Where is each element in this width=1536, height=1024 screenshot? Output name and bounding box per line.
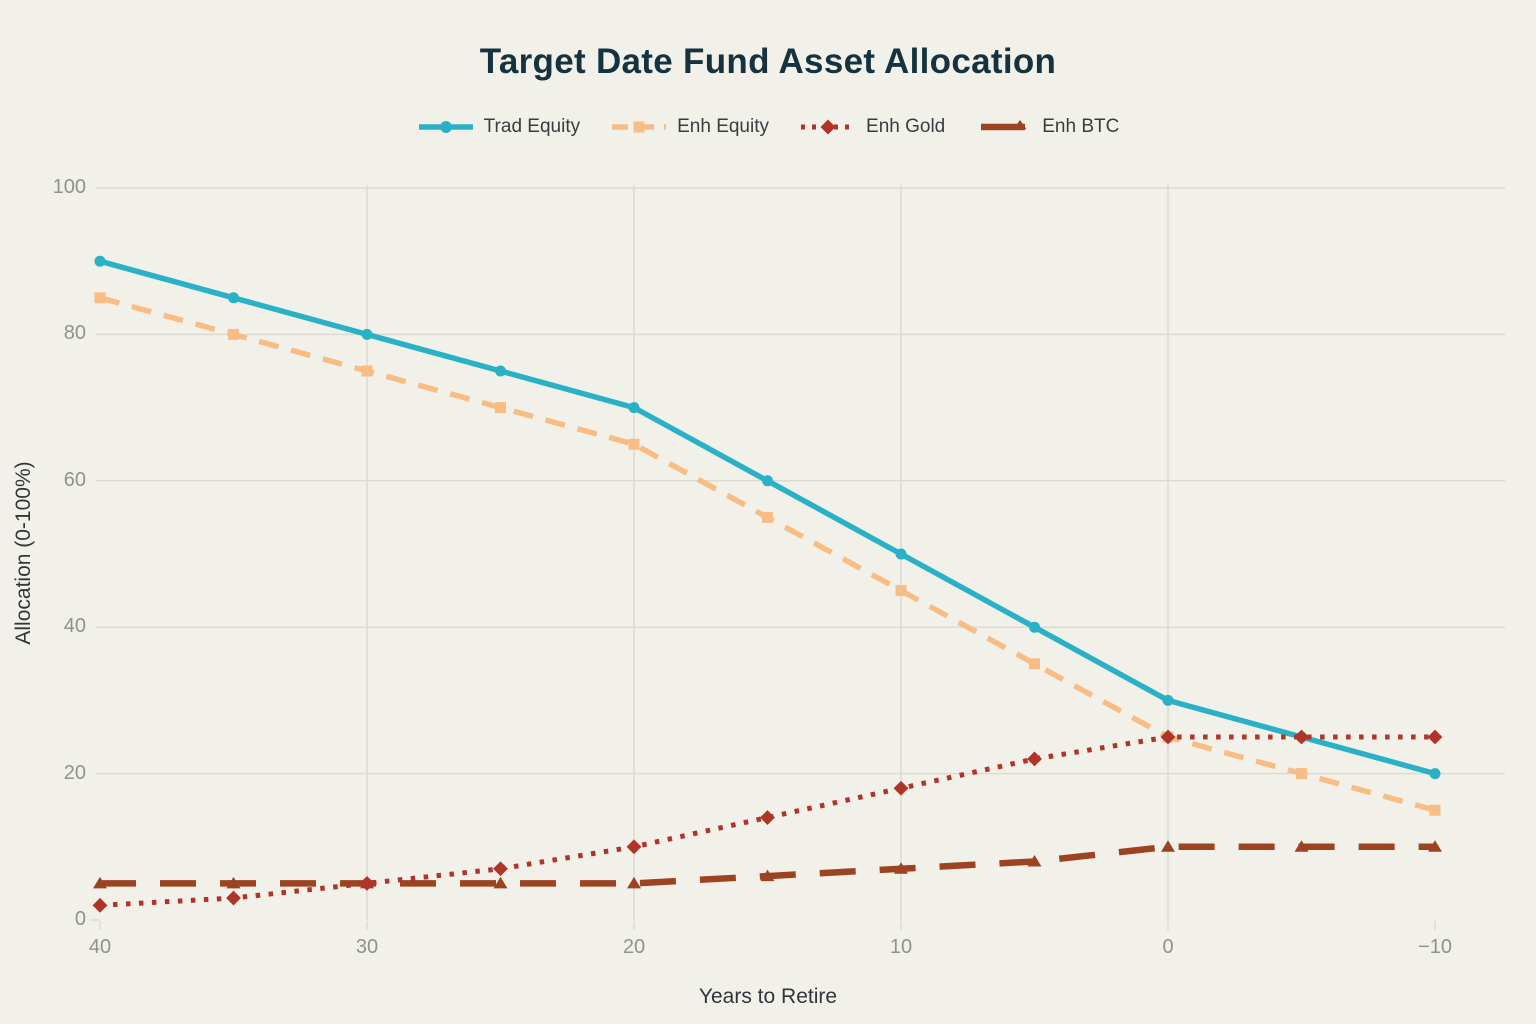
- data-point-triangle: [894, 862, 908, 874]
- data-point-triangle: [93, 876, 107, 889]
- data-point-square: [1429, 804, 1441, 816]
- data-point-triangle: [1027, 854, 1042, 867]
- data-point-square: [1296, 768, 1307, 780]
- x-tick-label: −10: [1418, 936, 1452, 958]
- data-point-circle: [1162, 694, 1174, 706]
- data-point-diamond: [1027, 751, 1042, 767]
- circle-legend-marker-icon: [418, 121, 473, 133]
- x-tick-label: 10: [889, 936, 913, 958]
- data-point-square: [628, 438, 640, 450]
- data-point-circle: [228, 292, 239, 304]
- diamond-legend-marker-icon: [801, 119, 856, 135]
- data-point-triangle: [1294, 840, 1309, 852]
- data-point-circle: [361, 328, 373, 340]
- data-point-square: [895, 585, 907, 597]
- y-tick-label: 0: [74, 908, 86, 930]
- data-point-circle: [628, 402, 640, 414]
- data-point-diamond: [893, 780, 909, 796]
- data-point-triangle: [627, 876, 641, 889]
- series-line-enh-equity: [99, 295, 1436, 813]
- data-point-triangle: [493, 876, 508, 889]
- data-point-diamond: [92, 897, 108, 913]
- data-point-circle: [895, 548, 907, 560]
- data-point-diamond: [626, 839, 642, 855]
- data-point-triangle: [760, 869, 775, 882]
- data-point-diamond: [1294, 729, 1309, 745]
- x-tick-label: 40: [88, 936, 112, 958]
- y-tick-label: 100: [52, 176, 86, 198]
- y-tick-label: 80: [63, 322, 86, 345]
- data-point-triangle: [226, 876, 241, 889]
- data-point-triangle: [1161, 840, 1175, 852]
- data-point-diamond: [1160, 729, 1176, 745]
- triangle-legend-marker-icon: [981, 120, 1027, 131]
- legend-label: Enh Gold: [866, 116, 946, 137]
- data-point-square: [762, 511, 773, 523]
- data-point-circle: [1429, 768, 1441, 780]
- data-point-diamond: [760, 810, 775, 825]
- data-point-square: [1029, 658, 1040, 670]
- x-tick-label: 30: [355, 936, 379, 958]
- legend: Trad Equity Enh Equity Enh Gold Enh BTC: [0, 116, 1536, 138]
- data-point-square: [94, 292, 106, 304]
- data-point-diamond: [226, 890, 241, 906]
- data-point-diamond: [359, 875, 375, 891]
- data-point-circle: [1029, 621, 1040, 633]
- data-point-diamond: [493, 861, 508, 877]
- legend-item-trad-equity[interactable]: Trad Equity: [417, 116, 580, 138]
- x-axis-title: Years to Retire: [698, 985, 838, 1008]
- legend-item-enh-gold[interactable]: Enh Gold: [799, 116, 945, 138]
- legend-item-enh-equity[interactable]: Enh Equity: [610, 116, 769, 138]
- legend-item-enh-btc[interactable]: Enh BTC: [975, 116, 1119, 138]
- square-legend-marker-icon: [612, 121, 667, 133]
- legend-label: Enh Equity: [677, 116, 770, 137]
- data-point-circle: [762, 475, 773, 487]
- x-tick-label: 20: [622, 936, 646, 958]
- series-line-enh-gold: [99, 734, 1435, 908]
- y-tick-label: 40: [63, 615, 86, 638]
- data-point-square: [495, 402, 506, 414]
- y-tick-label: 20: [63, 761, 86, 784]
- data-point-square: [228, 328, 239, 340]
- legend-label: Trad Equity: [483, 116, 581, 137]
- data-point-circle: [94, 255, 106, 267]
- x-tick-label: 0: [1162, 936, 1174, 958]
- chart-title: Target Date Fund Asset Allocation: [479, 42, 1057, 81]
- legend-label: Enh BTC: [1042, 116, 1120, 137]
- data-point-diamond: [1427, 729, 1443, 745]
- data-point-circle: [495, 365, 506, 377]
- y-tick-label: 60: [63, 468, 86, 491]
- data-point-square: [361, 365, 373, 377]
- data-point-triangle: [1428, 840, 1442, 852]
